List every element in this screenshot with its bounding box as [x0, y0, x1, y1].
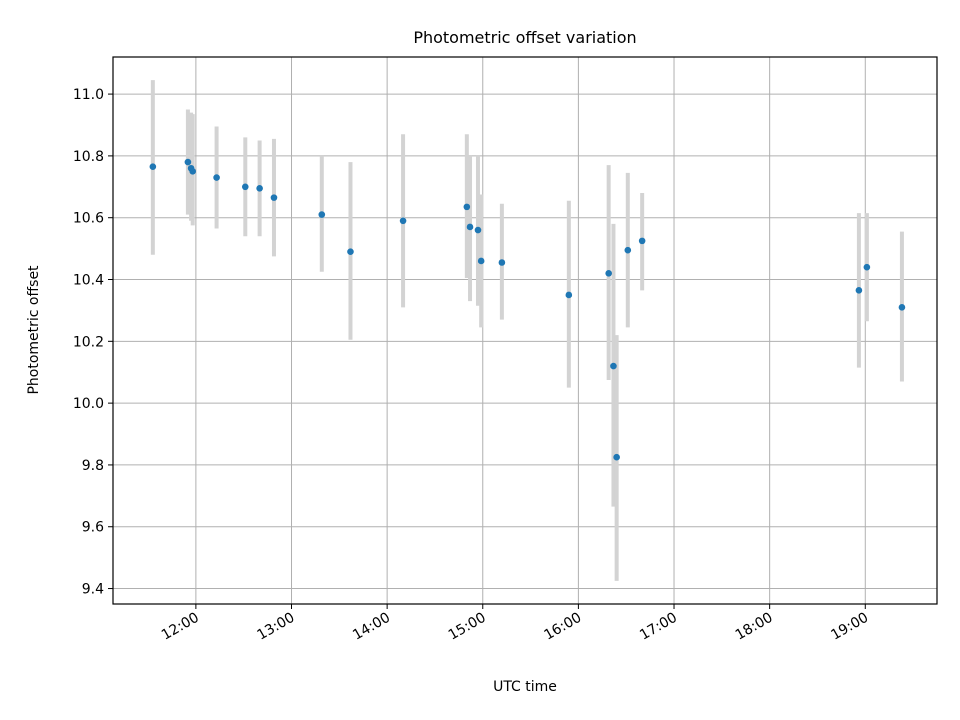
data-point — [270, 194, 278, 201]
y-tick-label: 11.0 — [73, 87, 104, 103]
data-point — [474, 226, 482, 234]
data-point — [466, 223, 474, 231]
data-point — [463, 203, 471, 211]
data-point — [638, 237, 646, 245]
grid-layer — [113, 57, 937, 604]
data-point — [399, 217, 407, 225]
data-point — [213, 174, 220, 181]
data-point — [477, 257, 485, 265]
data-point — [605, 270, 612, 277]
y-axis: 9.4 9.6 9.8 10.0 10.2 10.4 10.6 10.8 11.0 — [73, 87, 113, 598]
data-point — [610, 362, 617, 370]
data-point — [184, 158, 192, 166]
y-tick-label: 10.4 — [73, 273, 104, 289]
data-point — [498, 259, 506, 266]
data-point — [241, 183, 249, 191]
plot-frame — [112, 56, 938, 605]
x-axis-label: UTC time — [493, 679, 557, 695]
data-point — [256, 185, 263, 192]
chart-title: Photometric offset variation — [413, 28, 636, 47]
data-point — [898, 304, 906, 311]
y-tick-label: 10.8 — [73, 149, 104, 165]
data-point — [613, 453, 620, 461]
point-layer — [149, 158, 906, 461]
data-point — [855, 287, 863, 294]
data-point — [565, 291, 573, 299]
y-tick-label: 10.2 — [73, 334, 104, 350]
y-tick-label: 9.4 — [82, 582, 104, 598]
data-point — [347, 248, 354, 255]
data-point — [624, 246, 632, 254]
y-tick-label: 9.6 — [82, 520, 104, 536]
data-point — [863, 263, 871, 271]
y-tick-label: 10.0 — [73, 396, 104, 412]
y-tick-label: 9.8 — [82, 458, 104, 474]
y-axis-label: Photometric offset — [26, 265, 42, 395]
y-tick-label: 10.6 — [73, 211, 104, 227]
data-point — [149, 163, 157, 171]
data-point — [318, 211, 326, 218]
data-point — [189, 168, 196, 175]
